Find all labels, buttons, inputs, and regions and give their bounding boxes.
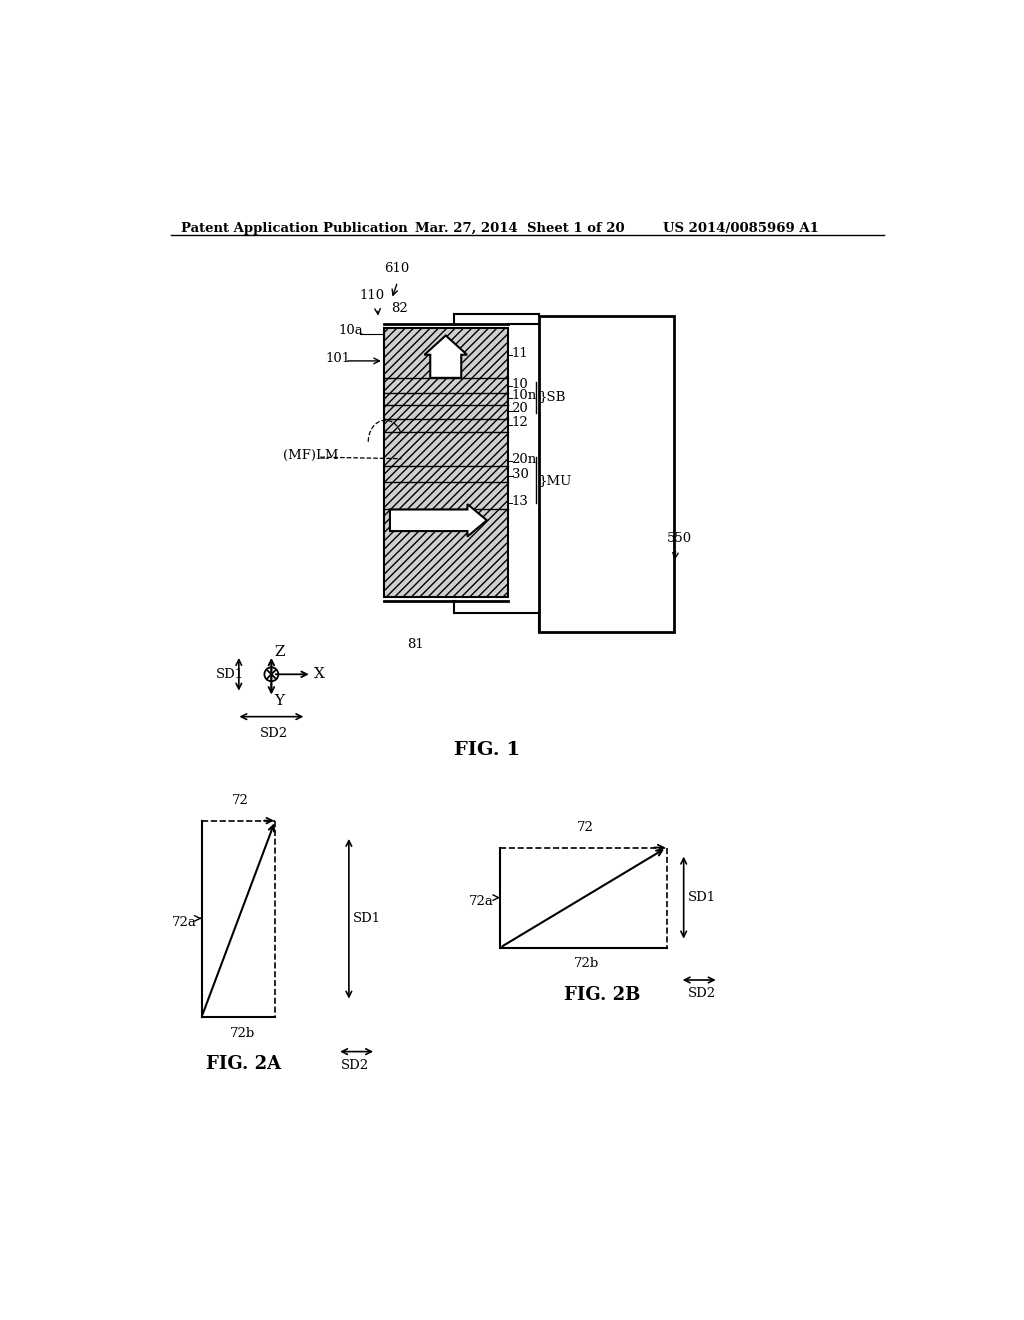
Text: FIG. 2B: FIG. 2B: [563, 986, 640, 1005]
FancyArrow shape: [390, 504, 486, 536]
Text: 13: 13: [512, 495, 528, 508]
Bar: [384, 327, 508, 598]
Text: 610: 610: [384, 263, 409, 276]
Text: 30: 30: [512, 469, 528, 480]
Text: 82: 82: [391, 302, 409, 315]
Text: 11: 11: [512, 347, 528, 360]
Text: 10: 10: [512, 378, 528, 391]
Text: SD2: SD2: [687, 987, 716, 1001]
Text: FIG. 2A: FIG. 2A: [206, 1055, 281, 1073]
Text: 72b: 72b: [230, 1027, 256, 1040]
Text: 550: 550: [667, 532, 692, 545]
Text: SD1: SD1: [687, 891, 716, 904]
Text: 72b: 72b: [573, 957, 599, 970]
Text: }MU: }MU: [538, 474, 571, 487]
Text: }SB: }SB: [538, 391, 565, 404]
Text: SD1: SD1: [216, 668, 244, 681]
Text: 20n: 20n: [512, 453, 537, 466]
Text: SD1: SD1: [352, 912, 381, 925]
Text: US 2014/0085969 A1: US 2014/0085969 A1: [663, 222, 818, 235]
Text: SD2: SD2: [341, 1059, 370, 1072]
Text: Mar. 27, 2014  Sheet 1 of 20: Mar. 27, 2014 Sheet 1 of 20: [415, 222, 625, 235]
Text: (MF)LM: (MF)LM: [283, 449, 339, 462]
Text: Y: Y: [274, 694, 285, 709]
Text: 20: 20: [512, 403, 528, 416]
Text: 10n: 10n: [512, 389, 537, 403]
Text: Z: Z: [274, 645, 285, 659]
FancyArrow shape: [424, 335, 467, 378]
Text: SD2: SD2: [260, 727, 288, 741]
Text: X: X: [314, 668, 325, 681]
Text: 110: 110: [359, 289, 384, 302]
Text: 72: 72: [577, 821, 594, 834]
Text: Patent Application Publication: Patent Application Publication: [180, 222, 408, 235]
Text: 72a: 72a: [469, 895, 494, 908]
Text: 12: 12: [512, 416, 528, 429]
Text: 10a: 10a: [339, 323, 364, 337]
Text: 72: 72: [231, 793, 249, 807]
Text: 81: 81: [407, 638, 424, 651]
Bar: [539, 317, 675, 632]
Text: FIG. 1: FIG. 1: [454, 741, 519, 759]
Text: 72a: 72a: [172, 916, 197, 929]
Text: 101: 101: [326, 352, 351, 366]
